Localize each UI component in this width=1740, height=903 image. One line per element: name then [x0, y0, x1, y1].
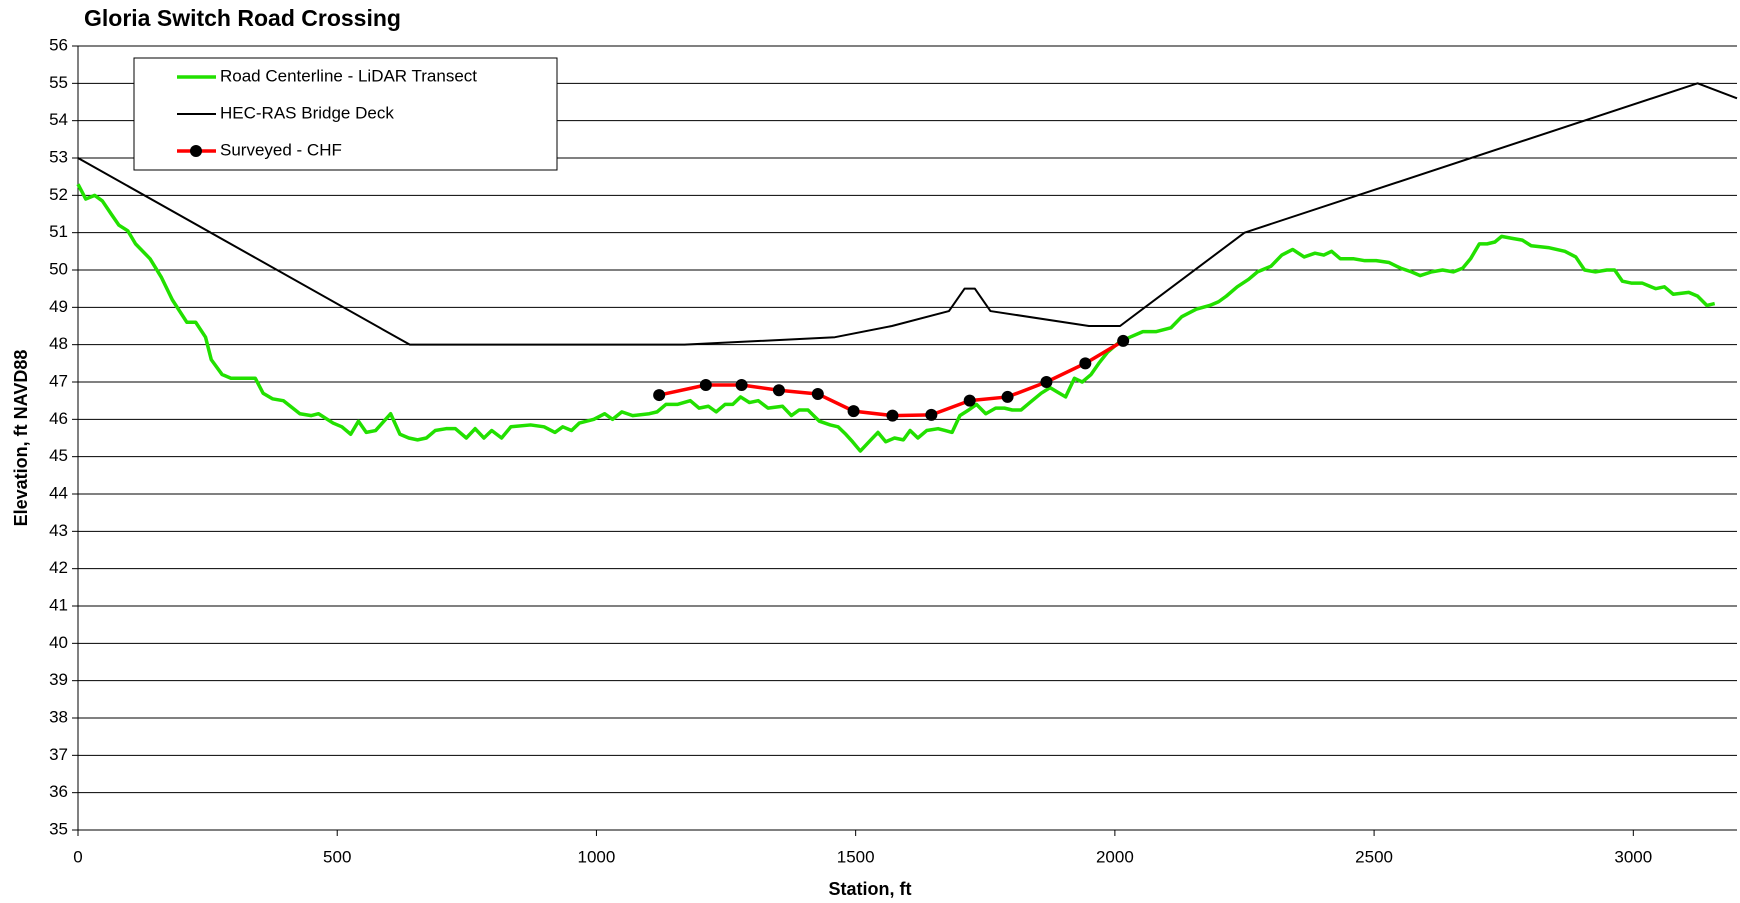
data-point [963, 394, 976, 407]
x-tick-label: 1000 [578, 847, 616, 866]
y-tick-label: 38 [49, 707, 68, 726]
y-tick-label: 48 [49, 334, 68, 353]
y-tick-label: 39 [49, 670, 68, 689]
y-tick-label: 51 [49, 222, 68, 241]
data-point [1001, 390, 1014, 403]
series-line [76, 183, 1716, 453]
y-tick-label: 35 [49, 819, 68, 838]
y-tick-label: 54 [49, 110, 68, 129]
y-axis-title: Elevation, ft NAVD88 [11, 350, 31, 527]
y-tick-label: 50 [49, 259, 68, 278]
y-tick-label: 47 [49, 371, 68, 390]
y-tick-label: 45 [49, 446, 68, 465]
y-tick-label: 42 [49, 558, 68, 577]
y-tick-label: 55 [49, 73, 68, 92]
data-point [772, 384, 785, 397]
legend-label: HEC-RAS Bridge Deck [220, 103, 394, 122]
x-tick-label: 1500 [837, 847, 875, 866]
y-tick-label: 52 [49, 185, 68, 204]
data-point [847, 405, 860, 418]
y-tick-label: 49 [49, 297, 68, 316]
x-tick-label: 3000 [1614, 847, 1652, 866]
y-tick-label: 40 [49, 633, 68, 652]
data-point [653, 389, 666, 402]
x-tick-label: 500 [323, 847, 351, 866]
data-point [925, 408, 938, 421]
x-tick-label: 2000 [1096, 847, 1134, 866]
x-axis-title: Station, ft [829, 879, 912, 899]
legend-label: Surveyed - CHF [220, 140, 342, 159]
y-tick-label: 41 [49, 595, 68, 614]
y-tick-label: 37 [49, 745, 68, 764]
data-point [1040, 376, 1053, 388]
data-point [1079, 357, 1092, 370]
x-tick-label: 2500 [1355, 847, 1393, 866]
y-tick-label: 44 [49, 483, 68, 502]
data-point [886, 409, 899, 422]
data-point [811, 387, 824, 400]
data-point [699, 378, 712, 391]
data-point [1117, 334, 1130, 347]
series-line [77, 82, 1738, 346]
legend-label: Road Centerline - LiDAR Transect [220, 66, 477, 85]
y-tick-label: 53 [49, 147, 68, 166]
x-tick-label: 0 [73, 847, 82, 866]
y-tick-label: 46 [49, 409, 68, 428]
legend-marker [190, 145, 202, 157]
y-tick-label: 36 [49, 782, 68, 801]
data-point [735, 378, 748, 391]
y-tick-label: 56 [49, 35, 68, 54]
y-tick-label: 43 [49, 521, 68, 540]
chart-title: Gloria Switch Road Crossing [84, 5, 401, 31]
